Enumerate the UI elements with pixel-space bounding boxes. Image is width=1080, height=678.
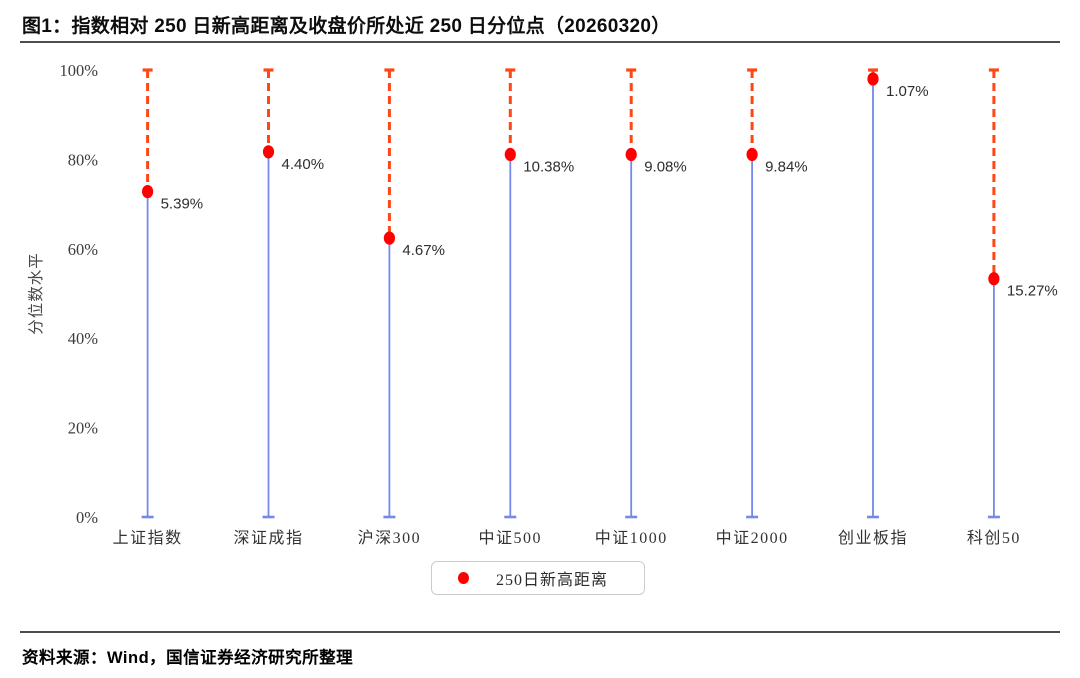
legend-red-dot-icon: [458, 572, 469, 584]
y-tick-label: 80%: [68, 150, 99, 169]
data-point-dot: [625, 147, 637, 162]
data-point-dot: [867, 72, 879, 86]
x-category-label: 上证指数: [113, 529, 183, 547]
x-category-label: 中证500: [479, 529, 543, 547]
x-category-label: 沪深300: [358, 529, 422, 547]
x-category-label: 中证1000: [595, 529, 668, 547]
distance-value-label: 10.38%: [523, 158, 574, 175]
distance-value-label: 9.84%: [765, 158, 808, 175]
data-point-dot: [383, 231, 395, 245]
data-point-dot: [504, 147, 516, 162]
y-tick-label: 0%: [76, 508, 98, 527]
y-tick-label: 20%: [68, 419, 99, 438]
percentile-stem-chart: 0% 20% 40% 60% 80% 100% 分位数水平 5.39% 上证指数 4.40% 深证成…: [27, 61, 1058, 547]
data-point-dot: [746, 147, 758, 162]
legend-series-label: 250日新高距离: [496, 572, 609, 589]
y-tick-label: 100%: [60, 61, 99, 80]
x-category-label: 中证2000: [716, 529, 789, 547]
x-category-label: 创业板指: [838, 529, 908, 547]
data-point-dot: [262, 145, 275, 159]
x-category-label: 深证成指: [233, 529, 303, 547]
data-point-dot: [142, 184, 154, 199]
footer-divider: [20, 631, 1060, 633]
y-tick-label: 40%: [68, 329, 99, 348]
x-category-label: 科创50: [967, 529, 1021, 547]
figure-title: 图1：指数相对 250 日新高距离及收盘价所处近 250 日分位点（202603…: [22, 16, 671, 37]
data-source-note: 资料来源：Wind，国信证券经济研究所整理: [22, 649, 354, 667]
distance-value-label: 1.07%: [886, 83, 929, 100]
distance-value-label: 4.67%: [402, 242, 445, 259]
y-axis-title: 分位数水平: [27, 252, 45, 335]
data-point-dot: [988, 272, 1000, 286]
distance-value-label: 9.08%: [644, 158, 687, 175]
y-tick-label: 60%: [68, 240, 99, 259]
distance-value-label: 5.39%: [161, 196, 204, 213]
distance-value-label: 15.27%: [1007, 283, 1058, 300]
title-divider: [20, 41, 1060, 43]
chart-legend: 250日新高距离: [431, 561, 645, 595]
distance-value-label: 4.40%: [282, 156, 325, 173]
